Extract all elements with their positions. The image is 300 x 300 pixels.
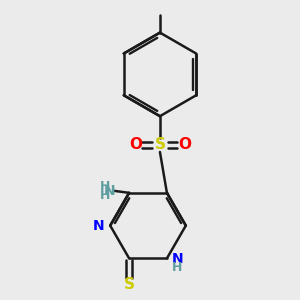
Text: H: H [100,180,110,193]
Text: H: H [172,261,182,274]
Text: N: N [172,252,183,266]
Text: O: O [129,137,142,152]
Text: N: N [103,184,115,198]
Text: H: H [100,189,110,202]
Text: S: S [154,137,165,152]
Text: O: O [178,137,191,152]
Text: N: N [93,219,104,232]
Text: S: S [124,277,135,292]
